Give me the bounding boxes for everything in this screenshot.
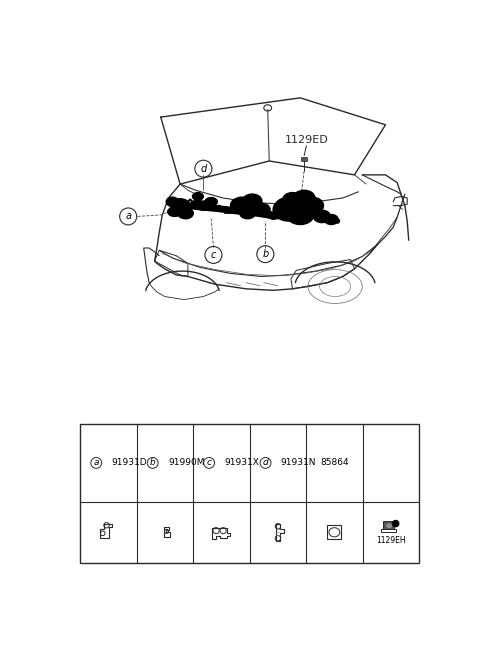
Ellipse shape <box>287 205 314 225</box>
Ellipse shape <box>230 197 254 214</box>
Ellipse shape <box>277 198 292 210</box>
Text: 91931D: 91931D <box>111 458 147 468</box>
Ellipse shape <box>240 208 255 219</box>
Ellipse shape <box>166 197 179 206</box>
Ellipse shape <box>253 203 270 215</box>
Circle shape <box>393 521 399 527</box>
Ellipse shape <box>293 190 315 206</box>
Ellipse shape <box>387 524 392 528</box>
Text: a: a <box>125 212 131 221</box>
Ellipse shape <box>170 198 190 213</box>
Ellipse shape <box>283 193 302 206</box>
Bar <box>383 521 394 529</box>
Text: c: c <box>206 458 212 468</box>
Ellipse shape <box>242 194 262 208</box>
Text: a: a <box>94 458 99 468</box>
Ellipse shape <box>192 193 204 200</box>
Ellipse shape <box>300 197 324 214</box>
Ellipse shape <box>168 207 181 216</box>
Bar <box>381 529 396 532</box>
Ellipse shape <box>178 208 193 219</box>
Bar <box>81 424 419 563</box>
Text: b: b <box>150 458 156 468</box>
Text: 85864: 85864 <box>320 458 348 468</box>
Text: d: d <box>263 458 268 468</box>
Bar <box>266 211 272 215</box>
Ellipse shape <box>196 201 210 210</box>
Text: 1129ED: 1129ED <box>285 135 328 145</box>
Text: 1129EH: 1129EH <box>376 536 406 546</box>
Text: b: b <box>262 249 268 259</box>
Ellipse shape <box>324 214 338 225</box>
Bar <box>187 203 193 208</box>
Bar <box>224 208 230 213</box>
Text: 91931N: 91931N <box>281 458 316 468</box>
Text: c: c <box>211 250 216 260</box>
Ellipse shape <box>205 198 217 206</box>
Text: 91990M: 91990M <box>168 458 204 468</box>
Bar <box>301 157 307 161</box>
Text: d: d <box>200 164 206 174</box>
Ellipse shape <box>273 198 304 221</box>
Ellipse shape <box>313 210 330 223</box>
Bar <box>327 525 341 539</box>
Text: 91931X: 91931X <box>224 458 259 468</box>
